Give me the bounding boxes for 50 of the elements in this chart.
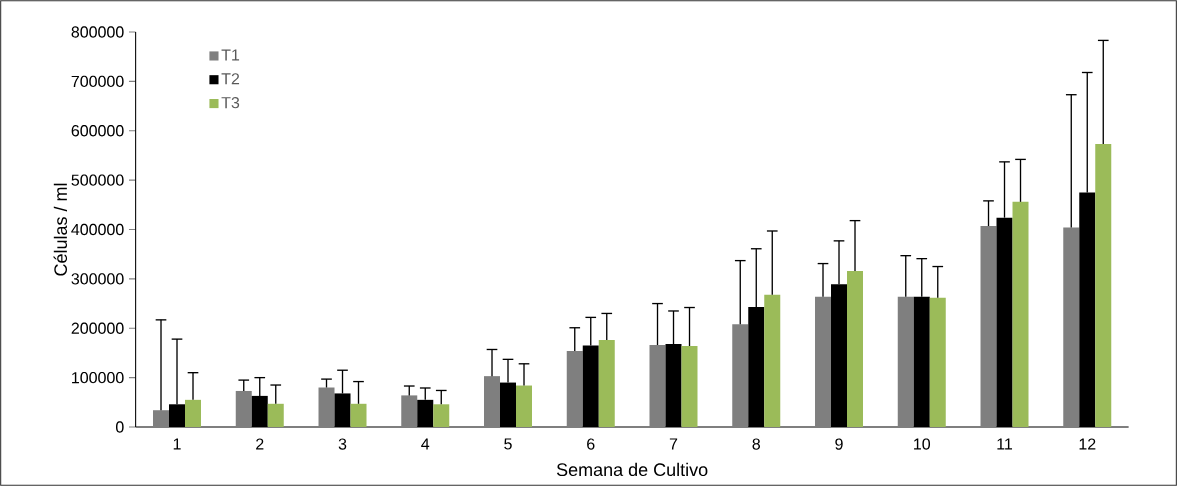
bar (235, 390, 252, 427)
bar (815, 296, 832, 427)
bar (484, 376, 501, 427)
x-tick-label: 7 (669, 438, 678, 450)
bar (732, 324, 749, 427)
x-tick-label: 2 (256, 438, 264, 450)
bar (401, 395, 418, 427)
x-tick-label: 5 (504, 438, 512, 450)
y-tick-label: 300000 (71, 273, 124, 285)
x-tick-label: 12 (1079, 438, 1096, 450)
y-tick-label: 500000 (71, 174, 124, 186)
bar (350, 403, 367, 427)
bar (1063, 227, 1080, 427)
x-tick-label: 3 (338, 438, 347, 450)
bar (681, 346, 698, 427)
y-tick-label: 800000 (71, 26, 124, 38)
y-tick-label: 100000 (72, 371, 124, 384)
bar (764, 294, 781, 427)
y-tick-label: 200000 (71, 322, 124, 334)
bar (598, 340, 615, 427)
bar (847, 270, 864, 427)
y-tick-label: 700000 (71, 75, 124, 88)
x-tick-label: 4 (421, 438, 430, 450)
y-tick-label: 0 (115, 421, 124, 433)
x-tick-label: 1 (173, 438, 181, 450)
legend-label: T3 (221, 96, 240, 109)
x-tick-label: 11 (997, 438, 1013, 450)
bar (980, 226, 997, 427)
y-axis-title: Células / ml (53, 183, 68, 276)
bar (153, 410, 169, 427)
bar (1012, 201, 1029, 427)
legend-label: T2 (221, 73, 240, 85)
bar (1095, 144, 1112, 427)
bar (649, 345, 666, 427)
x-tick-label: 10 (914, 438, 931, 450)
bar (318, 387, 335, 427)
x-axis-title: Semana de Cultivo (556, 462, 708, 477)
y-tick-label: 400000 (71, 223, 124, 236)
bar (566, 350, 583, 427)
bar (433, 404, 450, 427)
bar (897, 296, 914, 427)
bar (516, 385, 532, 427)
bar (267, 403, 284, 427)
y-tick-label: 600000 (71, 125, 124, 137)
bar (929, 297, 946, 427)
bar (185, 399, 201, 427)
x-tick-label: 6 (587, 438, 595, 450)
legend-label: T1 (221, 49, 240, 61)
x-tick-label: 9 (835, 438, 843, 450)
x-tick-label: 8 (752, 438, 761, 450)
